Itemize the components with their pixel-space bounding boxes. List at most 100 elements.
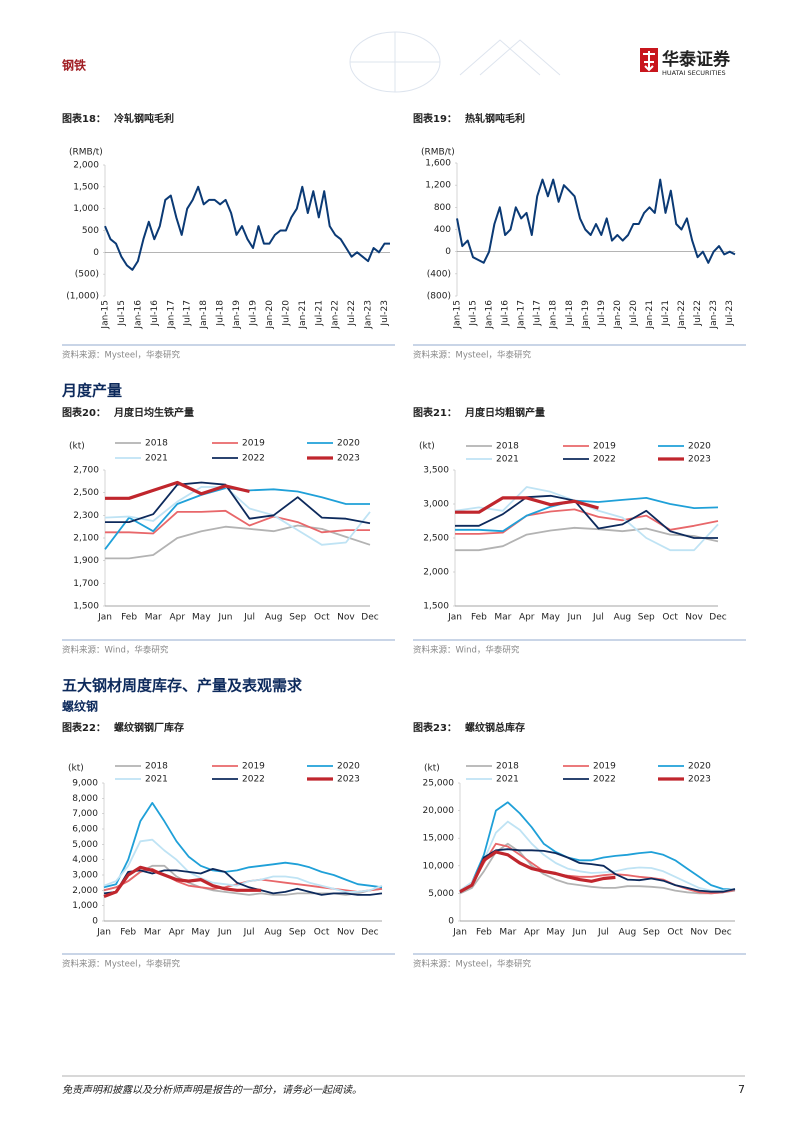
chart-title: 月度日均生铁产量 (113, 406, 194, 419)
y-tick-label: 1,500 (73, 602, 99, 612)
series-line (103, 802, 383, 889)
series-line (459, 848, 736, 894)
series-line (103, 838, 383, 893)
series-line (104, 486, 371, 546)
x-tick-label: Jul-21 (661, 300, 671, 327)
x-tick-label: May (541, 613, 560, 623)
y-tick-label: 10,000 (423, 861, 455, 871)
x-tick-label: Jul (597, 928, 609, 938)
legend-label: 2020 (337, 439, 360, 449)
y-tick-label: 1,500 (423, 602, 449, 612)
x-tick-label: Jul-15 (469, 300, 479, 327)
y-axis-unit: (kt) (419, 442, 435, 452)
x-tick-label: Jul-17 (183, 300, 193, 327)
chart-title: 月度日均粗钢产量 (464, 406, 545, 419)
x-tick-label: Feb (476, 928, 492, 938)
x-tick-label: Mar (499, 928, 516, 938)
chart-title: 螺纹钢总库存 (465, 721, 525, 734)
source-note: 资料来源：Mysteel，华泰研究 (62, 959, 180, 970)
y-tick-label: 15,000 (423, 834, 455, 844)
series-line (105, 481, 371, 525)
x-tick-label: Jan-16 (133, 300, 143, 330)
x-tick-label: Oct (314, 928, 330, 938)
x-tick-label: Jul-18 (216, 300, 226, 327)
x-tick-label: Apr (169, 928, 185, 938)
legend-label: 2020 (337, 762, 360, 772)
x-tick-label: Jul-22 (347, 300, 357, 327)
x-tick-label: Jul-16 (150, 300, 160, 327)
x-tick-label: Jul-20 (629, 300, 639, 327)
chart-title: 热轧钢吨毛利 (465, 112, 525, 125)
x-tick-label: Jan (97, 613, 112, 623)
y-tick-label: 0 (93, 248, 99, 258)
y-tick-label: 1,700 (73, 579, 99, 589)
y-tick-label: 2,300 (73, 511, 99, 521)
logo-cn: 华泰证券 (662, 49, 731, 70)
x-tick-label: Jan-20 (613, 300, 623, 330)
y-tick-label: 3,000 (72, 871, 98, 881)
x-tick-label: Jan-22 (677, 300, 687, 330)
x-tick-label: Jan-22 (331, 300, 341, 330)
x-tick-label: Jul (243, 613, 255, 623)
x-tick-label: Apr (169, 613, 185, 623)
header-decoration (349, 31, 561, 93)
y-tick-label: (1,000) (66, 292, 99, 302)
legend-label: 2021 (496, 455, 519, 465)
header-section: 钢铁 (62, 58, 86, 73)
x-tick-label: Jan-16 (485, 300, 495, 330)
y-tick-label: 1,000 (73, 204, 99, 214)
series-line (105, 524, 371, 560)
legend-label: 2019 (593, 762, 616, 772)
series-line (103, 865, 262, 898)
y-tick-label: 7,000 (72, 809, 98, 819)
x-tick-label: Jul-20 (281, 300, 291, 327)
figure-label: 图表20： (62, 406, 106, 419)
x-tick-label: Oct (314, 613, 330, 623)
x-tick-label: Aug (265, 613, 283, 623)
x-tick-label: Sep (289, 613, 306, 623)
section-heading: 五大钢材周度库存、产量及表观需求 (62, 677, 303, 695)
x-tick-label: Sep (289, 928, 306, 938)
x-tick-label: Jan-15 (101, 300, 111, 330)
page-number: 7 (738, 1083, 745, 1096)
source-note: 资料来源：Wind，华泰研究 (413, 645, 520, 656)
y-tick-label: (500) (75, 270, 99, 280)
y-axis-unit: (kt) (68, 764, 84, 774)
x-tick-label: Jan-21 (645, 300, 655, 330)
x-tick-label: Mar (144, 928, 161, 938)
legend-label: 2022 (593, 455, 616, 465)
x-tick-label: Oct (662, 613, 678, 623)
y-tick-label: 1,000 (72, 901, 98, 911)
y-tick-label: 5,000 (72, 840, 98, 850)
legend-label: 2022 (242, 775, 265, 785)
y-axis-unit: (RMB/t) (69, 148, 103, 158)
x-tick-label: Jan-17 (166, 300, 176, 330)
x-tick-label: Nov (690, 928, 708, 938)
x-tick-label: Feb (471, 613, 487, 623)
x-tick-label: Sep (643, 928, 660, 938)
legend-label: 2021 (496, 775, 519, 785)
legend-label: 2022 (242, 454, 265, 464)
legend-label: 2023 (337, 775, 360, 785)
figure-label: 图表18： (62, 112, 106, 125)
source-note: 资料来源：Mysteel，华泰研究 (413, 959, 531, 970)
legend-label: 2020 (688, 442, 711, 452)
series-line (105, 480, 250, 500)
x-tick-label: Jan (452, 928, 467, 938)
x-tick-label: Jun (217, 928, 232, 938)
x-tick-label: Jan-17 (517, 300, 527, 330)
legend-label: 2023 (688, 455, 711, 465)
x-tick-label: Oct (667, 928, 683, 938)
x-tick-label: Feb (121, 613, 137, 623)
series-line (455, 494, 718, 539)
source-note: 资料来源：Mysteel，华泰研究 (62, 350, 180, 361)
x-tick-label: Jan-20 (265, 300, 275, 330)
chart-title: 螺纹钢钢厂库存 (114, 721, 184, 734)
y-axis-unit: (kt) (69, 442, 85, 452)
legend-label: 2018 (496, 442, 519, 452)
x-tick-label: Jan-19 (581, 300, 591, 330)
source-note: 资料来源：Mysteel，华泰研究 (413, 350, 531, 361)
y-axis-unit: (RMB/t) (421, 148, 455, 158)
y-tick-label: 2,500 (423, 534, 449, 544)
y-tick-label: 5,000 (428, 889, 454, 899)
